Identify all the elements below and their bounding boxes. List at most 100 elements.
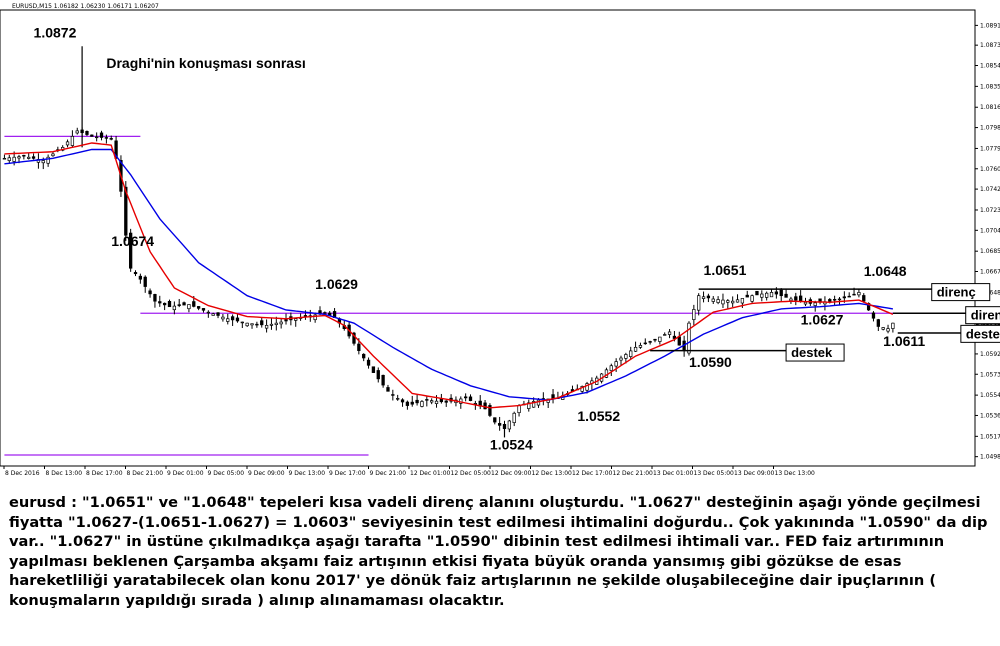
candle-body (129, 232, 133, 269)
x-tick-label: 13 Dec 13:00 (775, 470, 816, 477)
candle-body (240, 321, 244, 324)
candle-body (196, 306, 201, 309)
candle-body (434, 400, 439, 404)
candle-body (362, 353, 366, 359)
candle-body (633, 346, 638, 352)
candle-body (90, 134, 94, 137)
candle-body (284, 319, 288, 322)
x-tick-label: 8 Dec 13:00 (46, 470, 83, 477)
x-tick-label: 13 Dec 05:00 (694, 470, 735, 477)
level-label-box (960, 324, 1000, 343)
candle-body (226, 318, 230, 322)
commentary-text: eurusd : "1.0651" ve "1.0648" tepeleri k… (9, 494, 988, 609)
candle-body (245, 322, 249, 327)
candle-body (774, 291, 779, 295)
candle-body (371, 366, 376, 373)
candle-body (876, 319, 880, 327)
candle-body (871, 312, 876, 319)
x-tick-label: 12 Dec 05:00 (451, 470, 492, 477)
candle-body (294, 318, 298, 321)
candle-body (153, 294, 157, 302)
candle-body (721, 299, 725, 305)
candle-body (22, 154, 26, 157)
candle-body (735, 299, 740, 303)
candle-body (726, 300, 730, 303)
y-tick-label: 1.05920 (980, 351, 1000, 358)
candle-body (789, 298, 793, 301)
candle-body (65, 141, 70, 146)
candle-body (158, 301, 162, 304)
candle-body (235, 317, 240, 322)
candle-body (109, 138, 113, 140)
candle-body (765, 292, 769, 298)
x-tick-label: 12 Dec 09:00 (491, 470, 532, 477)
candle-body (711, 298, 715, 302)
candle-body (507, 420, 511, 430)
x-tick-label: 12 Dec 13:00 (532, 470, 573, 477)
candle-body (614, 361, 618, 367)
candle-body (517, 405, 521, 413)
annotation-label: 1.0627 (801, 311, 844, 327)
candle-body (396, 398, 400, 400)
chart-title: EURUSD,M15 1.06182 1.06230 1.06171 1.062… (12, 3, 159, 10)
y-tick-label: 1.08910 (980, 22, 1000, 29)
candle-body (794, 296, 798, 301)
candle-body (745, 294, 749, 298)
annotation-label: 1.0629 (315, 276, 358, 292)
candle-body (400, 399, 405, 403)
candle-body (376, 370, 380, 380)
candle-body (638, 345, 643, 348)
annotation-label: 1.0651 (704, 262, 747, 278)
x-tick-label: 9 Dec 09:00 (248, 470, 285, 477)
candle-body (842, 296, 846, 299)
candle-body (357, 343, 361, 351)
y-tick-label: 1.05360 (980, 412, 1000, 419)
candle-body (585, 383, 589, 391)
y-tick-label: 1.07045 (980, 227, 1000, 234)
level-label-text: destek (966, 326, 1000, 341)
candle-body (803, 301, 808, 305)
candle-body (755, 290, 759, 296)
y-tick-label: 1.07790 (980, 145, 1000, 152)
candle-body (216, 312, 220, 316)
candle-body (760, 293, 764, 298)
candle-body (386, 387, 390, 392)
x-tick-label: 12 Dec 01:00 (410, 470, 451, 477)
candle-body (133, 272, 138, 275)
candle-body (391, 394, 395, 396)
candle-body (658, 336, 662, 342)
candle-body (352, 332, 356, 344)
candle-body (862, 295, 866, 302)
candle-body (2, 157, 7, 160)
candle-body (706, 295, 711, 299)
candle-body (269, 323, 274, 326)
level-label-text: destek (791, 345, 833, 360)
candle-body (881, 327, 885, 330)
candle-body (643, 342, 647, 345)
y-tick-label: 1.06855 (980, 248, 1000, 255)
candle-body (663, 334, 667, 336)
candle-body (381, 374, 385, 386)
candle-body (17, 156, 21, 159)
candle-body (779, 289, 783, 297)
candle-body (230, 316, 235, 321)
candle-body (430, 400, 434, 403)
candle-body (41, 160, 45, 164)
candle-body (124, 186, 128, 236)
candle-body (405, 401, 410, 406)
y-tick-label: 1.07980 (980, 125, 1000, 132)
y-tick-label: 1.04985 (980, 454, 1000, 461)
level-label-box (785, 343, 845, 362)
candle-body (46, 156, 50, 164)
annotation-label: 1.0872 (34, 24, 77, 40)
candle-body (847, 295, 851, 298)
candle-body (172, 305, 177, 311)
price-chart[interactable]: EURUSD,M15 1.06182 1.06230 1.06171 1.062… (0, 0, 1000, 478)
candle-body (201, 308, 206, 311)
candle-body (187, 304, 191, 310)
candle-body (886, 328, 890, 332)
candle-body (7, 157, 11, 161)
x-tick-label: 9 Dec 05:00 (208, 470, 245, 477)
chart-canvas[interactable]: EURUSD,M15 1.06182 1.06230 1.06171 1.062… (0, 0, 1000, 478)
candle-body (75, 130, 79, 134)
